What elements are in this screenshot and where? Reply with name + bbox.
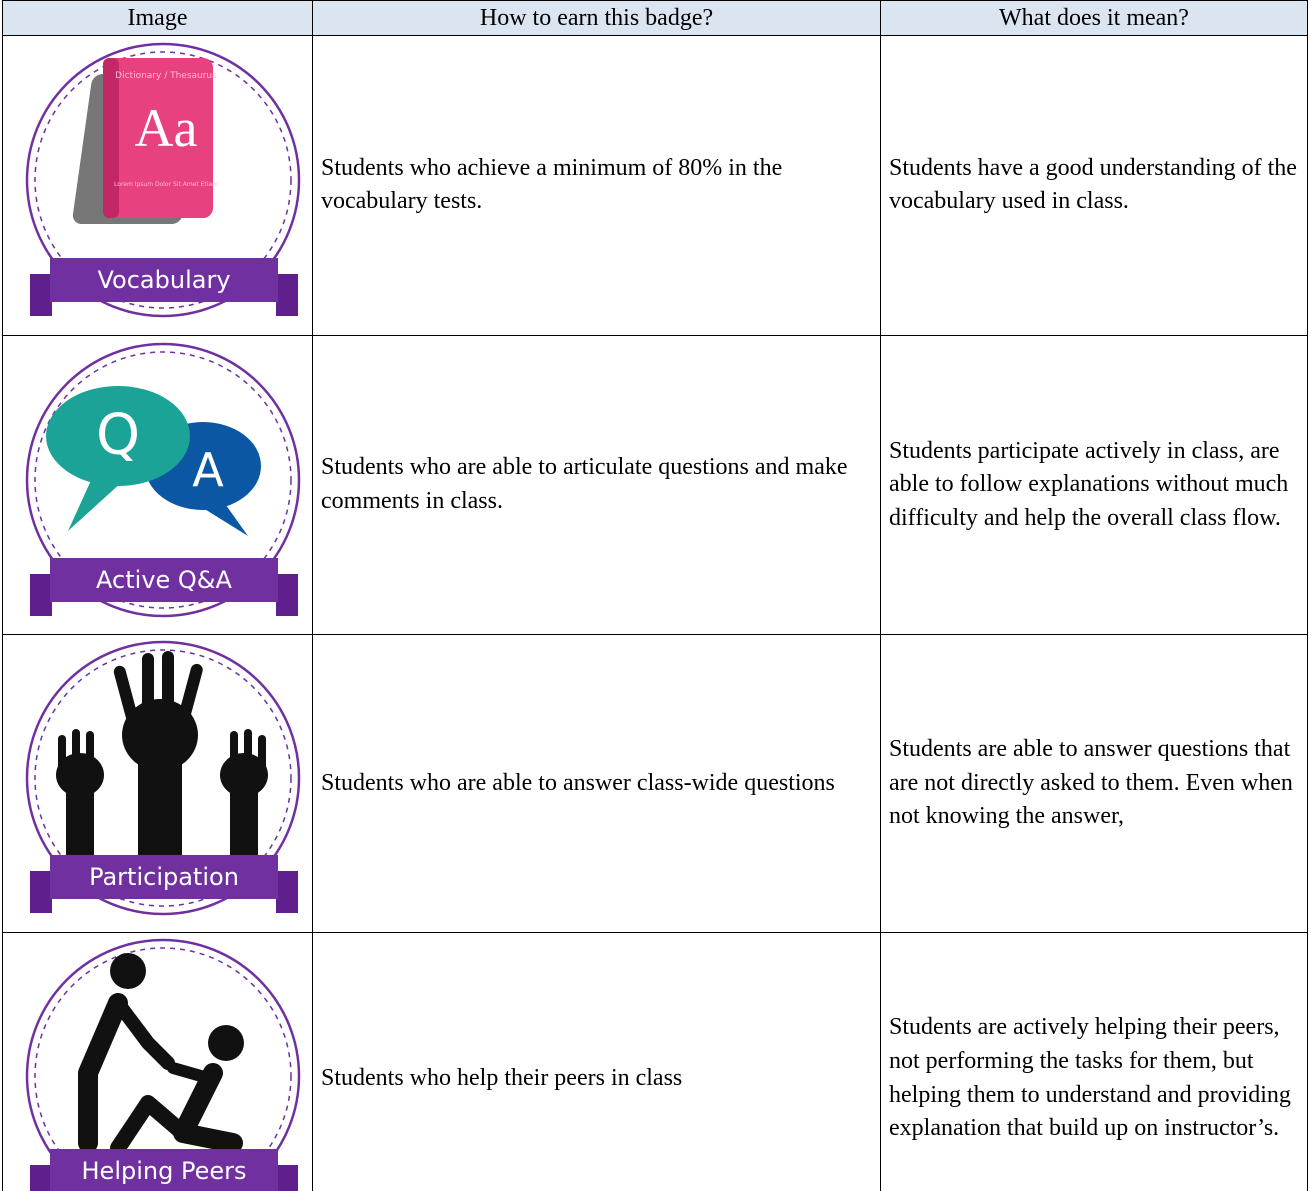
meaning-cell: Students are actively helping their peer… [880, 931, 1308, 1191]
image-cell: Helping Peers [2, 931, 313, 1191]
badge-ring-dashed [33, 947, 292, 1191]
meaning-cell: Students are able to answer questions th… [880, 634, 1308, 933]
badge-ring-dashed [33, 350, 292, 609]
image-cell: Participation [2, 634, 313, 933]
image-cell: Q A Active Q&A [2, 334, 313, 636]
row: Q A Active Q&A Students who are able to … [2, 334, 1308, 636]
header-cell: How to earn this badge? [312, 0, 881, 36]
header-cell: What does it mean? [880, 0, 1308, 36]
bubble-letter: Q [95, 403, 139, 468]
head [207, 1024, 244, 1061]
book-letters: Aa [134, 98, 197, 158]
row: Participation Students who are able to a… [2, 634, 1308, 933]
arm [110, 995, 175, 1070]
peers-icon [77, 952, 244, 1156]
badge-ring [25, 342, 300, 617]
how-cell: Students who are able to answer class-wi… [312, 634, 881, 933]
banner-flap [29, 871, 52, 914]
banner-flap [275, 274, 298, 316]
head [109, 952, 146, 989]
how-cell: Students who are able to articulate ques… [312, 334, 881, 636]
finger [257, 735, 266, 776]
badge-label: Helping Peers [81, 1157, 246, 1185]
bubble-a-tail [202, 500, 248, 536]
badge-ring-dashed [33, 649, 292, 907]
row: Helping Peers Students who help their pe… [2, 931, 1308, 1191]
finger [229, 731, 238, 772]
bubble-q [45, 385, 190, 486]
meaning-cell: Students participate actively in class, … [880, 334, 1308, 636]
finger [113, 666, 139, 727]
finger [71, 729, 80, 772]
badge-ring [25, 42, 300, 318]
book-title: Dictionary / Thesaurus [115, 71, 217, 81]
badge-ring [25, 938, 300, 1191]
finger [177, 664, 203, 725]
leg [109, 1094, 191, 1156]
banner [49, 855, 278, 900]
badge-ring-dashed [33, 51, 292, 309]
image-cell: Dictionary / Thesaurus Aa Lorem Ipsum Do… [2, 35, 313, 336]
finger [141, 653, 154, 724]
badge-ring [25, 640, 300, 916]
badge: Participation [25, 640, 300, 916]
banner-flap [29, 274, 52, 316]
standing-body [77, 992, 128, 1153]
badge-label: Vocabulary [97, 266, 230, 294]
bubble-q-tail [67, 475, 123, 531]
banner [49, 1148, 278, 1191]
finger [243, 729, 252, 772]
how-cell: Students who help their peers in class [312, 931, 881, 1191]
header-cell: Image [2, 0, 313, 36]
bubble-letter: A [192, 443, 224, 497]
arm [65, 785, 94, 866]
book-caption: Lorem Ipsum Dolor Sit Amet Etiam [114, 181, 218, 188]
hands-icon [55, 651, 268, 866]
meaning-cell: Students have a good understanding of th… [880, 35, 1308, 336]
banner-flap [275, 573, 298, 616]
banner [49, 557, 278, 602]
how-cell: Students who achieve a minimum of 80% in… [312, 35, 881, 336]
finger [85, 731, 94, 772]
badge-label: Participation [89, 863, 239, 891]
book-cover [102, 58, 213, 218]
banner [49, 258, 278, 302]
banner-flap [275, 1164, 298, 1191]
book-spine [102, 58, 119, 218]
row: Dictionary / Thesaurus Aa Lorem Ipsum Do… [2, 35, 1308, 336]
badge: Dictionary / Thesaurus Aa Lorem Ipsum Do… [25, 42, 300, 318]
banner-flap [29, 573, 52, 616]
badge-label: Active Q&A [96, 566, 232, 594]
banner-flap [29, 1164, 52, 1191]
finger [161, 651, 174, 724]
header-row: Image How to earn this badge? What does … [2, 0, 1308, 36]
finger [57, 735, 66, 776]
banner-flap [275, 871, 298, 914]
arm [229, 785, 258, 866]
badge: Q A Active Q&A [25, 342, 300, 617]
badge: Helping Peers [25, 938, 300, 1191]
arm [166, 1061, 214, 1084]
